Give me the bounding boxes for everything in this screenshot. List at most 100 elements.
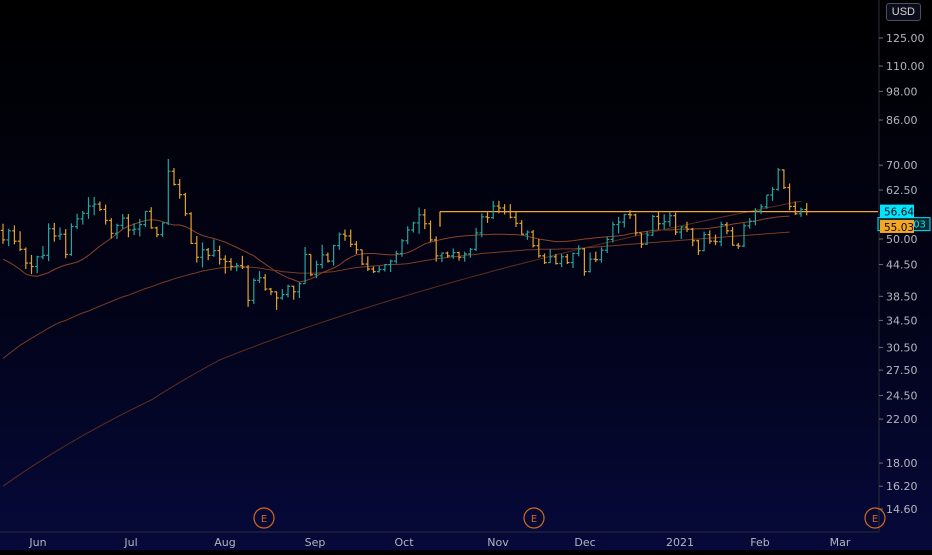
price-bar bbox=[308, 253, 313, 277]
price-bar bbox=[40, 246, 46, 260]
currency-button[interactable]: USD bbox=[885, 3, 921, 21]
price-bar bbox=[656, 211, 661, 230]
price-bar bbox=[0, 223, 6, 244]
price-bar bbox=[35, 255, 40, 274]
price-bar bbox=[177, 179, 182, 199]
price-bar bbox=[468, 247, 473, 258]
price-bar bbox=[639, 232, 644, 248]
price-tick-label: 14.60 bbox=[886, 503, 918, 516]
price-bar bbox=[644, 231, 650, 245]
price-bar bbox=[804, 203, 809, 216]
price-tick-label: 125.00 bbox=[886, 32, 925, 45]
last-price-label: 56.64 bbox=[880, 204, 914, 219]
price-bar bbox=[764, 194, 769, 209]
price-bar bbox=[342, 229, 348, 241]
price-tick-label: 86.00 bbox=[886, 114, 918, 127]
moving-average-1 bbox=[2, 215, 790, 283]
time-axis[interactable]: Jun Jul Aug Sep Oct Nov Dec 2021 Feb Mar bbox=[0, 531, 879, 549]
price-bar bbox=[434, 236, 439, 262]
price-bar bbox=[776, 168, 781, 191]
price-bar bbox=[798, 207, 804, 217]
svg-text:E: E bbox=[261, 514, 267, 525]
price-bar bbox=[80, 211, 85, 225]
price-bar bbox=[320, 244, 325, 269]
price-bar bbox=[491, 200, 496, 219]
price-bar bbox=[416, 207, 422, 234]
time-tick-label: Jul bbox=[123, 536, 137, 549]
price-bar bbox=[285, 284, 291, 298]
earnings-marker[interactable]: E bbox=[864, 507, 886, 529]
price-bar bbox=[160, 222, 165, 237]
price-bar bbox=[462, 251, 467, 262]
price-bar bbox=[616, 216, 621, 234]
price-bar bbox=[154, 226, 160, 238]
price-bar bbox=[582, 247, 587, 276]
price-bar bbox=[297, 282, 302, 299]
svg-text:E: E bbox=[531, 514, 537, 525]
price-bar bbox=[439, 252, 445, 263]
price-bar bbox=[650, 214, 655, 236]
price-bar bbox=[519, 220, 524, 235]
price-bar bbox=[542, 253, 547, 265]
price-tick-label: 38.50 bbox=[886, 290, 918, 303]
price-bar bbox=[240, 255, 245, 270]
price-bar bbox=[171, 168, 177, 186]
price-bar bbox=[793, 201, 798, 215]
price-bar bbox=[456, 251, 462, 261]
price-bar bbox=[337, 232, 342, 250]
price-tick-label: 62.50 bbox=[886, 184, 918, 197]
price-tick-label: 22.00 bbox=[886, 413, 918, 426]
price-bar bbox=[149, 207, 154, 229]
earnings-marker[interactable]: E bbox=[523, 507, 545, 529]
price-bar bbox=[137, 218, 142, 237]
last-price-value: 56.64 bbox=[884, 207, 914, 219]
time-tick-label: Feb bbox=[750, 536, 769, 549]
price-bars bbox=[0, 159, 809, 310]
price-bar bbox=[217, 245, 222, 265]
price-bar bbox=[120, 214, 125, 229]
price-bar bbox=[587, 252, 593, 273]
price-bar bbox=[559, 253, 564, 268]
time-tick-label: Jun bbox=[28, 536, 46, 549]
price-bar bbox=[536, 238, 541, 258]
price-bar bbox=[787, 183, 792, 211]
price-bar bbox=[206, 247, 211, 261]
price-tick-label: 16.20 bbox=[886, 480, 918, 493]
price-bar bbox=[52, 222, 57, 242]
earnings-marker[interactable]: E bbox=[253, 507, 275, 529]
price-bar bbox=[29, 254, 34, 275]
price-bar bbox=[479, 213, 484, 238]
price-bar bbox=[109, 218, 114, 239]
price-bar bbox=[365, 256, 370, 272]
price-bar bbox=[525, 230, 530, 240]
price-bar bbox=[667, 212, 673, 227]
price-bar bbox=[194, 235, 199, 263]
price-bar bbox=[126, 214, 131, 238]
price-bar bbox=[211, 239, 217, 257]
price-tick-label: 34.50 bbox=[886, 314, 918, 327]
price-bar bbox=[166, 159, 171, 225]
price-bar bbox=[268, 287, 274, 296]
price-tick-label: 24.50 bbox=[886, 389, 918, 402]
price-bar bbox=[473, 227, 479, 252]
price-bar bbox=[747, 218, 752, 229]
price-bar bbox=[251, 278, 256, 304]
price-bar bbox=[291, 285, 296, 300]
price-tick-label: 110.00 bbox=[886, 60, 925, 73]
price-bar bbox=[548, 249, 553, 264]
price-bar bbox=[131, 223, 137, 236]
price-bar bbox=[610, 221, 616, 243]
price-bar bbox=[662, 214, 667, 230]
price-bar bbox=[690, 227, 695, 247]
price-bar bbox=[781, 169, 787, 189]
price-axis[interactable]: 125.00 110.00 98.00 86.00 70.00 62.50 50.00 44.… bbox=[878, 0, 925, 532]
price-bar bbox=[331, 244, 336, 266]
price-bar bbox=[696, 239, 701, 255]
price-bar bbox=[724, 222, 730, 235]
price-bar bbox=[12, 225, 17, 245]
price-bar bbox=[719, 221, 724, 247]
price-bar bbox=[570, 252, 576, 269]
